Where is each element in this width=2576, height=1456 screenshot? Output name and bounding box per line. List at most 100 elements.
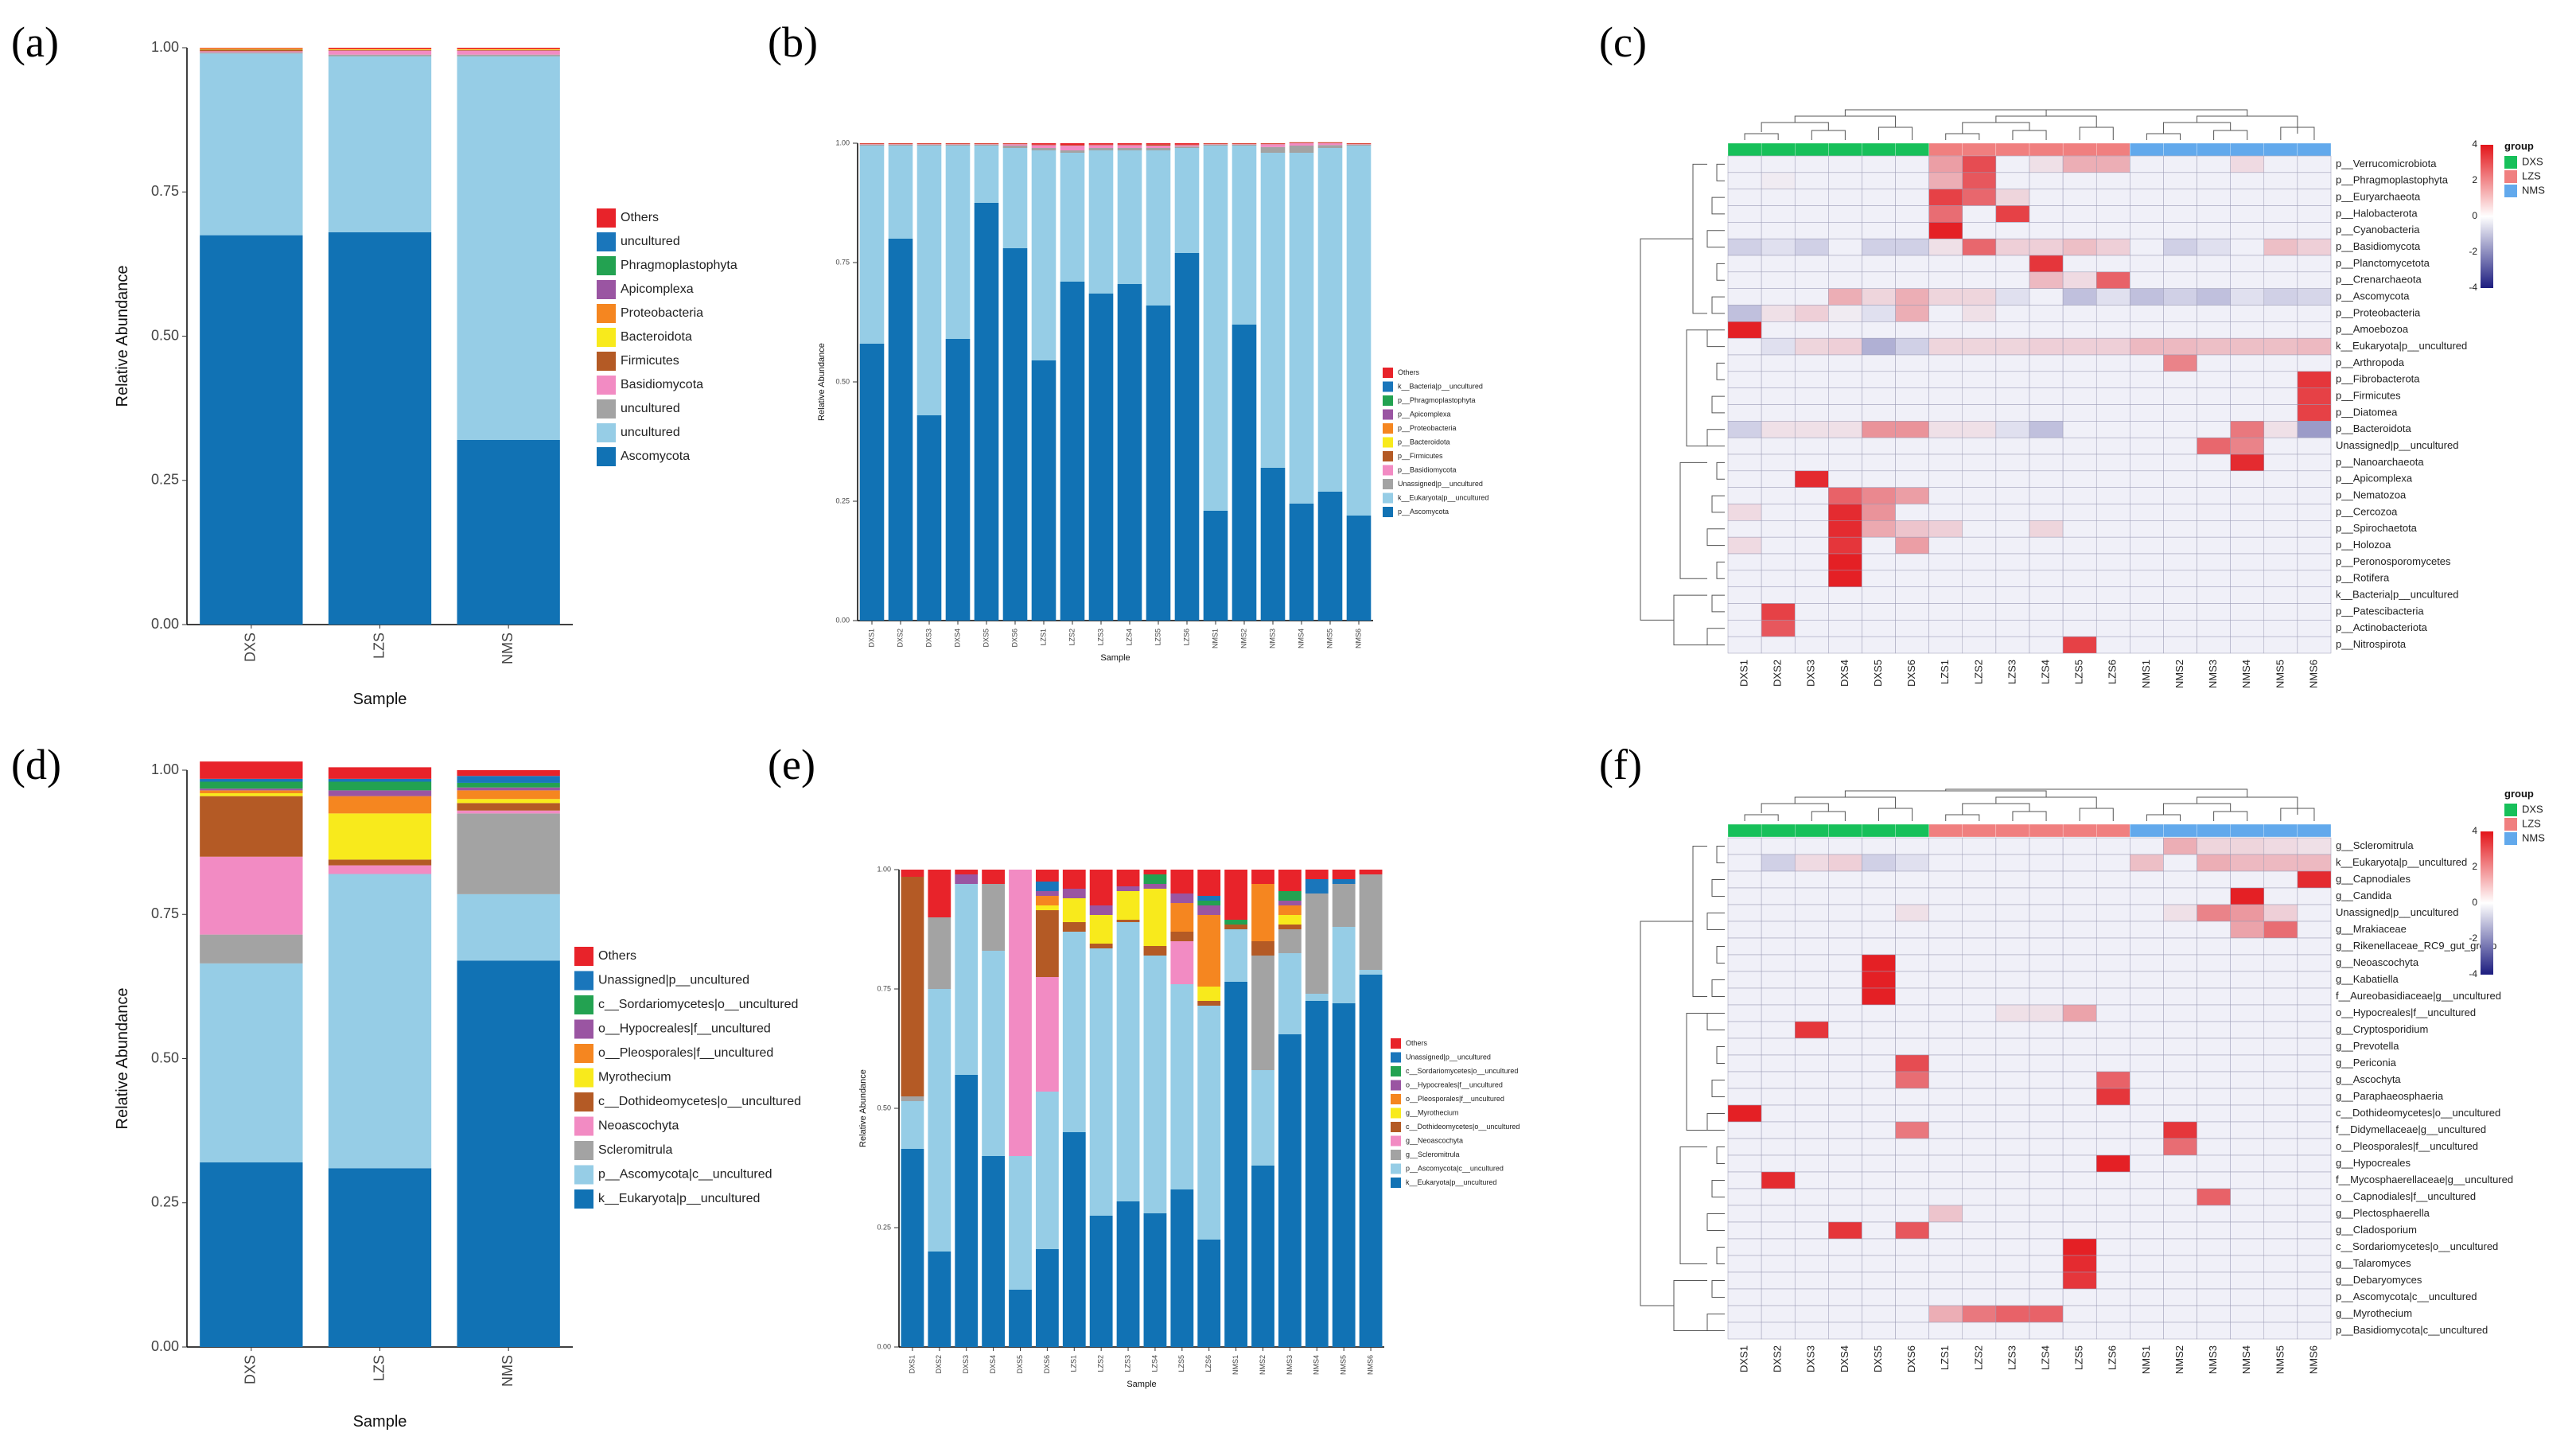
cell-o-hypocreales-f-uncultured-dxs2 (1761, 1004, 1796, 1022)
cell-p-ascomycota-c-uncultured-nms4 (2230, 1288, 2265, 1306)
cell-c-sordariomycetes-o-uncultured-lzs1 (1928, 1238, 1963, 1256)
group-legend-label-dxs: DXS (2522, 155, 2543, 167)
row-label-19: g__Hypocreales (2336, 1157, 2411, 1169)
cell-g-debaryomyces-dxs1 (1727, 1271, 1762, 1290)
cell-c-dothideomycetes-o-uncultured-dxs6 (1895, 1104, 1929, 1123)
bar-dxs1-k-eukaryota-p-uncultured-1 (859, 146, 885, 344)
cell-k-eukaryota-p-uncultured-lzs4 (2029, 854, 2064, 872)
x-tick-label-nms4: NMS4 (1313, 1355, 1321, 1375)
x-tick-label-lzs5: LZS5 (1154, 629, 1162, 646)
cell-g-mrakiaceae-dxs3 (1794, 921, 1829, 939)
legend-swatch-2 (597, 256, 616, 275)
cell-g-candida-nms4 (2230, 887, 2265, 905)
cell-o-pleosporales-f-uncultured-dxs6 (1895, 1138, 1929, 1156)
cell-g-ascochyta-dxs4 (1828, 1071, 1862, 1089)
bar-nms5-k-eukaryota-p-uncultured-1 (1317, 148, 1343, 492)
bar-dxs3-k-eukaryota-p-uncultured-1 (916, 146, 942, 415)
cell-g-rikenellaceae-rc9-gut-group-lzs6 (2095, 937, 2130, 956)
cell-unassigned-p-uncultured-lzs3 (1995, 904, 2030, 922)
bar-dxs-neoascochyta-3 (200, 856, 303, 935)
col-label-dxs2: DXS2 (1772, 660, 1784, 687)
cell-g-plectosphaerella-lzs3 (1995, 1205, 2030, 1223)
y-tick-label-0: 0.00 (151, 616, 179, 632)
cell-o-capnodiales-f-uncultured-dxs3 (1794, 1188, 1829, 1206)
bar-nms5-others-10 (1332, 870, 1356, 879)
bar-lzs3-others-10 (1116, 870, 1140, 886)
cell-g-capnodiales-dxs2 (1761, 870, 1796, 889)
cell-g-rikenellaceae-rc9-gut-group-dxs6 (1895, 937, 1929, 956)
bar-lzs-unassigned-p-uncultured-9 (328, 778, 432, 782)
cell-g-capnodiales-lzs6 (2095, 870, 2130, 889)
dendro-leaf-pair-3 (1945, 814, 1980, 821)
cell-g-prevotella-dxs4 (1828, 1037, 1862, 1056)
cell-c-dothideomycetes-o-uncultured-lzs1 (1928, 1104, 1963, 1123)
cell-g-scleromitrula-nms3 (2197, 837, 2231, 855)
bar-nms2-c-dothideomycetes-o-uncultured-4 (1251, 941, 1274, 956)
bar-dxs6-unassigned-p-uncultured-2 (1002, 146, 1028, 148)
cell-g-hypocreales-nms3 (2197, 1154, 2231, 1173)
bar-dxs1-c-dothideomycetes-o-uncultured-4 (901, 877, 924, 1096)
cell-o-pleosporales-f-uncultured-nms2 (2163, 1138, 2197, 1156)
row-label-4: Unassigned|p__uncultured (2336, 906, 2458, 918)
row-dendro-pair-20 (1711, 1180, 1725, 1197)
cell-g-cryptosporidium-lzs2 (1962, 1021, 1997, 1039)
cell-g-myrothecium-lzs3 (1995, 1305, 2030, 1323)
cell-g-ascochyta-lzs2 (1962, 1071, 1997, 1089)
bar-lzs1-p-ascomycota-0 (1031, 360, 1056, 621)
scale-tick-2: 0 (2472, 897, 2477, 908)
cell-g-cryptosporidium-lzs4 (2029, 1021, 2064, 1039)
col-label-lzs2: LZS2 (1972, 660, 1984, 684)
cell-g-candida-nms5 (2263, 887, 2298, 905)
legend-swatch-1 (574, 971, 593, 991)
legend-label-4: Proteobacteria (621, 306, 703, 320)
legend-swatch-9 (574, 1165, 593, 1185)
cell-o-capnodiales-f-uncultured-dxs5 (1862, 1188, 1896, 1206)
col-label-nms1: NMS1 (2140, 1345, 2152, 1374)
cell-g-talaromyces-nms2 (2163, 1255, 2197, 1273)
cell-unassigned-p-uncultured-dxs4 (1828, 904, 1862, 922)
cell-f-mycosphaerellaceae-g-uncultured-nms4 (2230, 1171, 2265, 1189)
bar-nms1-p-firmicutes-4 (1203, 143, 1228, 145)
cell-unassigned-p-uncultured-dxs1 (1727, 904, 1762, 922)
cell-g-periconia-lzs4 (2029, 1054, 2064, 1073)
cell-g-cladosporium-lzs2 (1962, 1221, 1997, 1240)
bar-lzs1-g-myrothecium-5 (1062, 898, 1086, 922)
cell-f-didymellaceae-g-uncultured-lzs3 (1995, 1121, 2030, 1139)
cell-g-mrakiaceae-lzs4 (2029, 921, 2064, 939)
cell-c-sordariomycetes-o-uncultured-nms1 (2130, 1238, 2164, 1256)
cell-g-periconia-lzs6 (2095, 1054, 2130, 1073)
cell-c-sordariomycetes-o-uncultured-lzs3 (1995, 1238, 2030, 1256)
cell-g-scleromitrula-dxs4 (1828, 837, 1862, 855)
cell-c-sordariomycetes-o-uncultured-nms5 (2263, 1238, 2298, 1256)
bar-dxs6-unassigned-p-uncultured-9 (1035, 882, 1059, 891)
cell-f-didymellaceae-g-uncultured-lzs5 (2062, 1121, 2097, 1139)
legend-label-2: Phragmoplastophyta (621, 259, 737, 272)
dendro-leaf-pair-4 (2012, 811, 2047, 821)
legend-swatch-4 (574, 1044, 593, 1063)
bar-lzs1-unassigned-p-uncultured-2 (1031, 148, 1056, 150)
bar-dxs-others-7 (200, 48, 303, 49)
cell-o-hypocreales-f-uncultured-lzs4 (2029, 1004, 2064, 1022)
cell-p-basidiomycota-c-uncultured-lzs5 (2062, 1322, 2097, 1340)
cell-g-ascochyta-dxs1 (1727, 1071, 1762, 1089)
col-label-lzs3: LZS3 (2006, 660, 2018, 684)
x-tick-label-nms4: NMS4 (1297, 629, 1305, 648)
legend-label-10: Ascomycota (621, 450, 690, 463)
bar-dxs5-p-ascomycota-c-uncultured-1 (1009, 1156, 1032, 1290)
legend-label-8: Scleromitrula (598, 1143, 672, 1157)
bar-nms4-p-basidiomycota-3 (1289, 143, 1314, 146)
row-label-6: g__Rikenellaceae_RC9_gut_group (2336, 940, 2496, 952)
cell-f-mycosphaerellaceae-g-uncultured-nms6 (2297, 1171, 2332, 1189)
cell-g-paraphaeosphaeria-nms5 (2263, 1088, 2298, 1106)
cell-c-dothideomycetes-o-uncultured-lzs2 (1962, 1104, 1997, 1123)
row-dendro-pair-18 (1716, 461, 1725, 480)
bar-lzs2-g-myrothecium-5 (1089, 915, 1113, 944)
col-label-lzs5: LZS5 (2073, 1345, 2085, 1370)
cell-g-candida-lzs6 (2095, 887, 2130, 905)
cell-f-didymellaceae-g-uncultured-lzs2 (1962, 1121, 1997, 1139)
cell-g-neoascochyta-nms5 (2263, 954, 2298, 972)
cell-p-ascomycota-c-uncultured-dxs1 (1727, 1288, 1762, 1306)
cell-g-debaryomyces-lzs2 (1962, 1271, 1997, 1290)
group-bar-nms2 (2163, 823, 2197, 838)
legend-label-0: Others (1406, 1039, 1428, 1047)
